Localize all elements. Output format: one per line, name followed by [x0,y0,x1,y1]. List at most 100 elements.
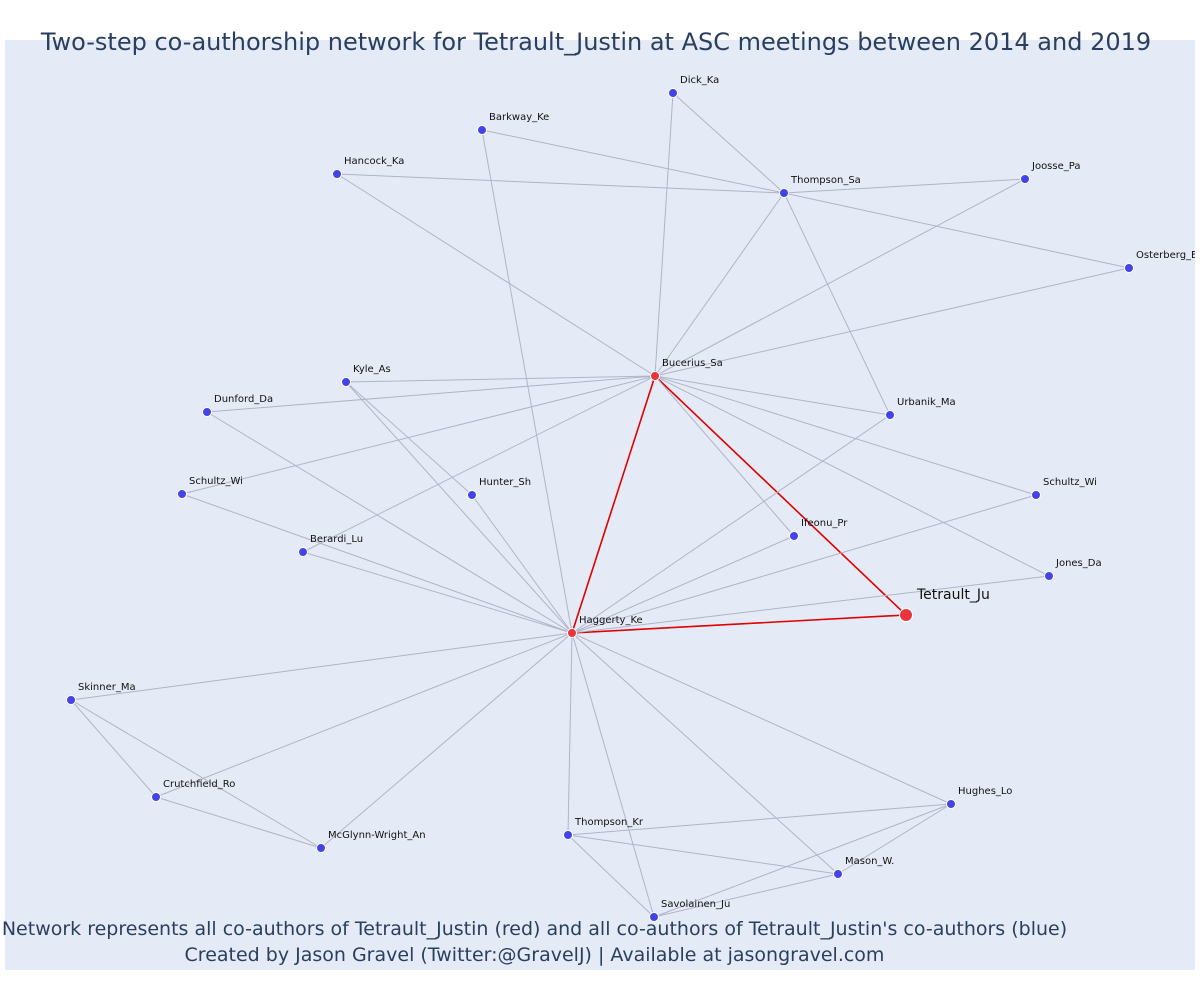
edge-Hughes_Lo-Mason_W. [837,803,952,875]
node-marker[interactable] [1020,174,1030,184]
node-label: Tetrault_Ju [916,587,990,603]
node-McGlynn-Wright_An[interactable]: McGlynn-Wright_An [316,830,426,853]
node-Osterberg_Er[interactable]: Osterberg_Er [1124,250,1196,273]
node-marker[interactable] [202,407,212,417]
edge-Hancock_Ka-Bucerius_Sa [336,173,656,377]
node-marker[interactable] [668,88,678,98]
node-label: Thompson_Sa [790,175,861,186]
edge-Schultz_Wi_L-Haggerty_Ke [181,493,573,634]
edge-Skinner_Ma-Haggerty_Ke [70,632,573,701]
node-label: Ifeonu_Pr [801,518,848,529]
node-label: Dunford_Da [214,394,273,405]
node-Barkway_Ke[interactable]: Barkway_Ke [477,112,550,135]
node-label: Osterberg_Er [1136,250,1195,261]
edge-Ifeonu_Pr-Bucerius_Sa [654,375,795,537]
node-marker[interactable] [563,830,573,840]
edge-Thompson_Kr-Haggerty_Ke [567,632,573,836]
node-marker[interactable] [177,489,187,499]
edge-Thompson_Sa-Joosse_Pa [783,178,1026,194]
plot-area: Tetrault_Ju Bucerius_Sa Haggerty_Ke Dick_Ka… [5,40,1195,970]
edge-Kyle_As-Bucerius_Sa [345,375,656,383]
edge-Osterberg_Er-Bucerius_Sa [654,267,1130,377]
edge-Barkway_Ke-Thompson_Sa [481,129,785,194]
edge-Berardi_Lu-Bucerius_Sa [302,375,656,553]
node-label: McGlynn-Wright_An [328,830,426,841]
node-Kyle_As[interactable]: Kyle_As [341,364,391,387]
node-Hunter_Sh[interactable]: Hunter_Sh [467,477,532,500]
node-Tetrault_Ju[interactable]: Tetrault_Ju [899,587,990,622]
node-marker[interactable] [298,547,308,557]
node-marker[interactable] [567,628,577,638]
node-Schultz_Wi_L[interactable]: Schultz_Wi [177,476,243,499]
node-marker[interactable] [477,125,487,135]
node-label: Berardi_Lu [310,534,363,545]
node-Hughes_Lo[interactable]: Hughes_Lo [946,786,1013,809]
node-marker[interactable] [332,169,342,179]
edge-Skinner_Ma-Crutchfield_Ro [70,699,157,798]
node-Thompson_Kr[interactable]: Thompson_Kr [563,817,644,840]
node-marker[interactable] [66,695,76,705]
edge-Schultz_Wi_R-Haggerty_Ke [571,494,1037,634]
node-label: Bucerius_Sa [662,358,723,369]
node-marker[interactable] [779,188,789,198]
node-label: Skinner_Ma [78,682,136,693]
node-marker[interactable] [946,799,956,809]
edge-Urbanik_Ma-Bucerius_Sa [654,375,891,416]
node-Thompson_Sa[interactable]: Thompson_Sa [779,175,861,198]
edge-Mason_W.-Savolainen_Ju [653,873,839,918]
node-Skinner_Ma[interactable]: Skinner_Ma [66,682,136,705]
node-Bucerius_Sa[interactable]: Bucerius_Sa [650,358,723,381]
node-Crutchfield_Ro[interactable]: Crutchfield_Ro [151,779,236,802]
node-marker[interactable] [789,531,799,541]
nodes-layer: Tetrault_Ju Bucerius_Sa Haggerty_Ke Dick_Ka… [66,75,1196,922]
node-marker[interactable] [650,371,660,381]
node-label: Kyle_As [353,364,391,375]
edge-Barkway_Ke-Haggerty_Ke [481,129,573,634]
node-marker[interactable] [341,377,351,387]
node-marker[interactable] [885,410,895,420]
edge-Thompson_Sa-Urbanik_Ma [783,192,891,416]
edge-Berardi_Lu-Haggerty_Ke [302,551,573,634]
node-Dunford_Da[interactable]: Dunford_Da [202,394,274,417]
node-Jones_Da[interactable]: Jones_Da [1044,558,1102,581]
edge-Ifeonu_Pr-Haggerty_Ke [571,535,795,634]
node-Ifeonu_Pr[interactable]: Ifeonu_Pr [789,518,849,541]
node-Joosse_Pa[interactable]: Joosse_Pa [1020,161,1081,184]
edge-Hancock_Ka-Thompson_Sa [336,173,785,194]
node-Mason_W.[interactable]: Mason_W. [833,856,895,879]
node-Dick_Ka[interactable]: Dick_Ka [668,75,720,98]
node-marker[interactable] [1031,490,1041,500]
edge-Skinner_Ma-McGlynn-Wright_An [70,699,322,849]
node-marker[interactable] [1124,263,1134,273]
node-Haggerty_Ke[interactable]: Haggerty_Ke [567,615,643,638]
node-marker[interactable] [467,490,477,500]
edge-Hunter_Sh-Haggerty_Ke [471,494,573,634]
node-marker[interactable] [899,608,913,622]
node-marker[interactable] [1044,571,1054,581]
caption-line-1: Network represents all co-authors of Tet… [1,918,1068,940]
node-marker[interactable] [833,869,843,879]
edge-Crutchfield_Ro-McGlynn-Wright_An [155,796,322,849]
node-label: Hancock_Ka [344,156,404,167]
node-Schultz_Wi_R[interactable]: Schultz_Wi [1031,477,1097,500]
edge-Joosse_Pa-Bucerius_Sa [654,178,1026,377]
edge-Kyle_As-Haggerty_Ke [345,381,573,634]
caption-line-2: Created by Jason Gravel (Twitter:@Gravel… [184,944,885,966]
edge-McGlynn-Wright_An-Haggerty_Ke [320,632,573,849]
node-Urbanik_Ma[interactable]: Urbanik_Ma [885,397,956,420]
edge-Dunford_Da-Bucerius_Sa [206,375,656,413]
node-label: Haggerty_Ke [579,615,643,626]
node-label: Mason_W. [845,856,894,867]
edge-Mason_W.-Haggerty_Ke [571,632,839,875]
node-marker[interactable] [649,912,659,922]
node-Savolainen_Ju[interactable]: Savolainen_Ju [649,899,731,922]
node-Hancock_Ka[interactable]: Hancock_Ka [332,156,405,179]
node-Berardi_Lu[interactable]: Berardi_Lu [298,534,364,557]
node-marker[interactable] [151,792,161,802]
edge-Thompson_Sa-Bucerius_Sa [654,192,785,377]
edge-Thompson_Kr-Mason_W. [567,834,839,875]
edge-Thompson_Kr-Savolainen_Ju [567,834,655,918]
network-graph: Tetrault_Ju Bucerius_Sa Haggerty_Ke Dick_Ka… [66,75,1196,922]
node-marker[interactable] [316,843,326,853]
edge-Urbanik_Ma-Haggerty_Ke [571,414,891,634]
